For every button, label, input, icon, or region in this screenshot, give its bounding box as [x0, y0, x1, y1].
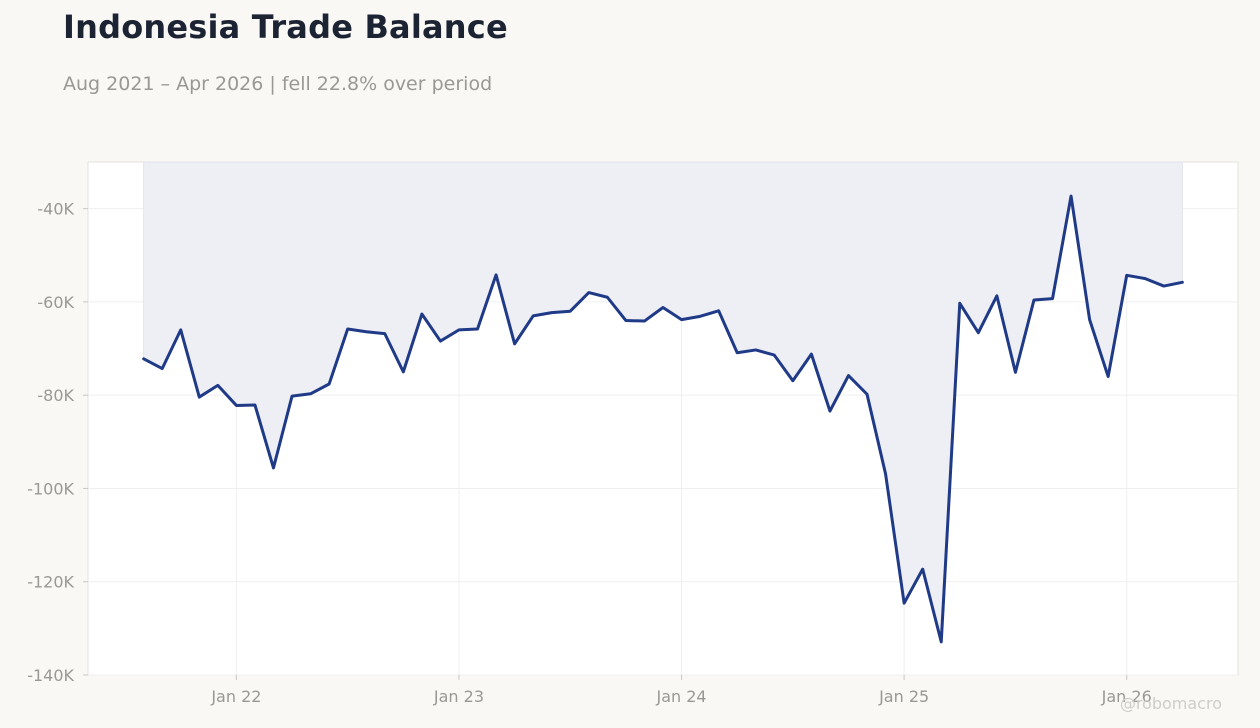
data-point — [493, 272, 499, 278]
data-point — [252, 402, 258, 408]
y-tick-label: -60K — [37, 293, 74, 312]
data-point — [920, 566, 926, 572]
data-point — [196, 394, 202, 400]
data-point — [697, 313, 703, 319]
data-point — [716, 308, 722, 314]
data-point — [382, 331, 388, 337]
data-point — [641, 318, 647, 324]
data-point — [957, 300, 963, 306]
y-tick-label: -140K — [27, 666, 74, 685]
data-point — [679, 317, 685, 323]
data-point — [345, 326, 351, 332]
data-point — [178, 327, 184, 333]
watermark: @robomacro — [1119, 694, 1222, 713]
x-axis: Jan 22 Jan 23 Jan 24 Jan 25 Jan 26 — [210, 675, 1152, 706]
data-point — [864, 391, 870, 397]
data-point — [586, 290, 592, 296]
data-point — [141, 356, 147, 362]
data-point — [475, 326, 481, 332]
data-point — [771, 352, 777, 358]
data-point — [1050, 296, 1056, 302]
data-point — [233, 402, 239, 408]
data-point — [512, 341, 518, 347]
y-tick-label: -80K — [37, 386, 74, 405]
data-point — [1012, 369, 1018, 375]
data-point — [289, 393, 295, 399]
data-point — [419, 311, 425, 317]
data-point — [901, 600, 907, 606]
data-point — [808, 351, 814, 357]
data-point — [1068, 193, 1074, 199]
data-point — [549, 310, 555, 316]
data-point — [567, 308, 573, 314]
line-layer — [141, 193, 1185, 645]
y-tick-label: -120K — [27, 573, 74, 592]
data-point — [1105, 374, 1111, 380]
data-point — [883, 471, 889, 477]
data-point — [975, 330, 981, 336]
data-point — [734, 350, 740, 356]
data-point — [660, 305, 666, 311]
data-point — [1142, 276, 1148, 282]
data-point — [623, 318, 629, 324]
data-point — [1087, 317, 1093, 323]
y-tick-label: -100K — [27, 479, 74, 498]
data-point — [456, 327, 462, 333]
data-point — [400, 369, 406, 375]
data-point — [530, 313, 536, 319]
data-point — [270, 465, 276, 471]
x-tick-label: Jan 22 — [210, 687, 261, 706]
data-point — [1179, 279, 1185, 285]
y-axis: -40K -60K -80K -100K -120K -140K — [27, 200, 88, 685]
chart-title: Indonesia Trade Balance — [63, 8, 508, 46]
data-point — [1161, 283, 1167, 289]
data-point — [845, 373, 851, 379]
data-point — [790, 378, 796, 384]
x-tick-label: Jan 26 — [1101, 687, 1152, 706]
y-tick-label: -40K — [37, 200, 74, 219]
series-line — [142, 194, 1184, 644]
data-point — [994, 293, 1000, 299]
data-point — [363, 329, 369, 335]
data-point — [753, 347, 759, 353]
data-point — [159, 366, 165, 372]
data-point — [1031, 297, 1037, 303]
data-point — [827, 408, 833, 414]
x-tick-label: Jan 24 — [655, 687, 706, 706]
data-point — [215, 382, 221, 388]
x-tick-label: Jan 23 — [433, 687, 484, 706]
data-point — [1124, 272, 1130, 278]
data-point — [308, 391, 314, 397]
x-tick-label: Jan 25 — [878, 687, 929, 706]
chart-subtitle: Aug 2021 – Apr 2026 | fell 22.8% over pe… — [63, 73, 493, 95]
data-point — [326, 381, 332, 387]
data-point — [938, 639, 944, 645]
data-point — [604, 294, 610, 300]
data-point — [437, 338, 443, 344]
